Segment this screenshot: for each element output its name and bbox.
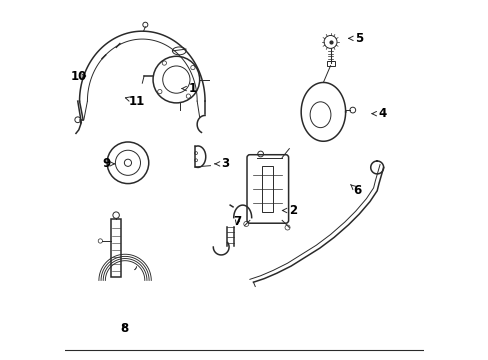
Text: 4: 4: [371, 107, 386, 120]
Text: 3: 3: [215, 157, 228, 170]
Text: 10: 10: [71, 69, 87, 82]
Text: 8: 8: [120, 322, 128, 335]
Text: 2: 2: [282, 204, 296, 217]
Bar: [262, 166, 273, 212]
Text: 5: 5: [348, 32, 363, 45]
Bar: [111, 220, 121, 277]
Text: 9: 9: [102, 157, 114, 170]
Text: 6: 6: [350, 184, 361, 197]
Bar: [326, 61, 334, 66]
Text: 1: 1: [182, 82, 196, 95]
Text: 7: 7: [233, 215, 241, 228]
Text: 11: 11: [125, 95, 145, 108]
